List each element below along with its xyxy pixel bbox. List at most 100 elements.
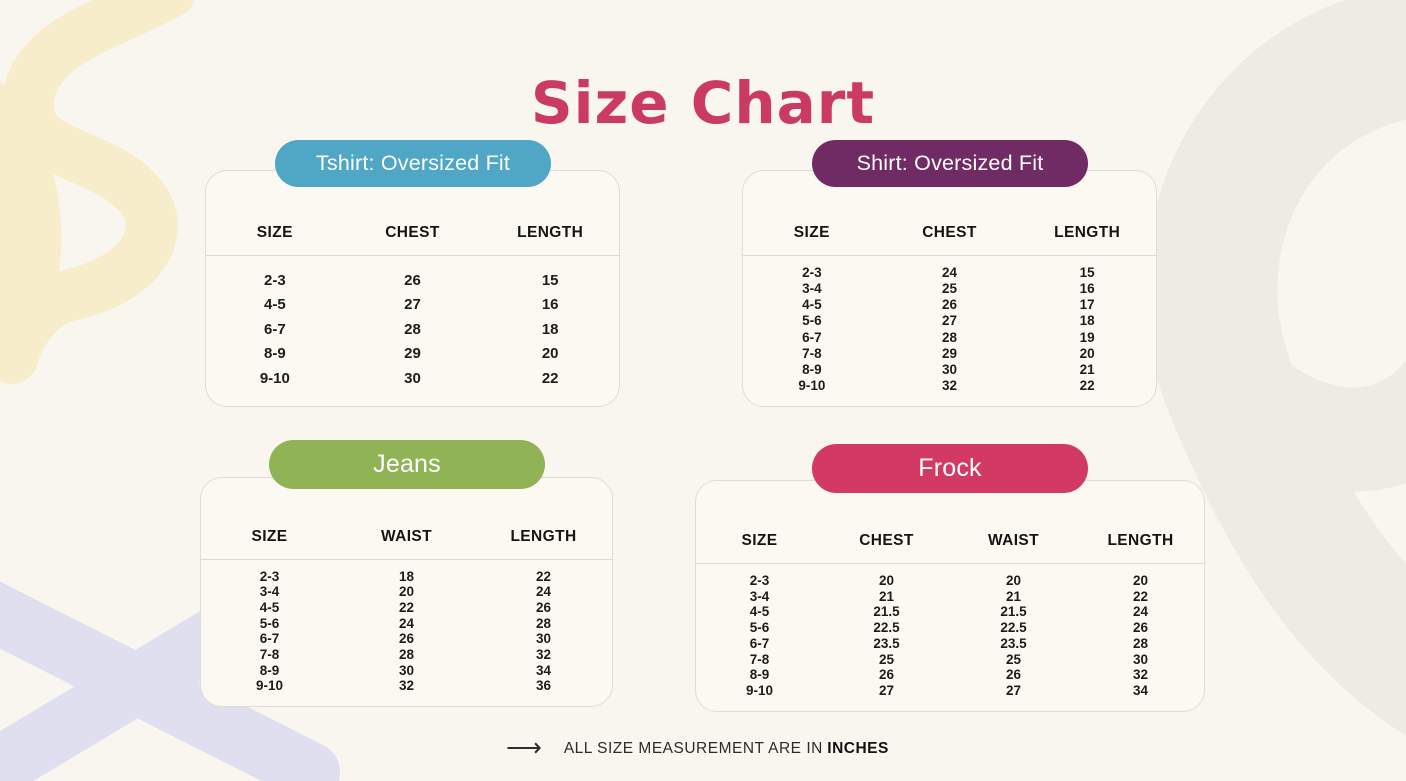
table-cell: 15 (1079, 265, 1095, 281)
yellow-swoosh-icon (0, 0, 195, 384)
table-row: 3-4 21 21 22 (696, 589, 1204, 604)
table-row: 3-4 25 16 (743, 281, 1156, 296)
table-cell: 23.5 (1000, 635, 1027, 651)
table-cell: 6-7 (802, 329, 822, 345)
table-cell: 30 (398, 662, 415, 678)
table-cell: 24 (398, 615, 415, 631)
table-cell: 28 (535, 615, 552, 631)
table-cell: 25 (941, 281, 957, 297)
table-cell: 7-8 (749, 651, 770, 667)
footer-note: ⟶ ALL SIZE MEASUREMENT ARE IN INCHES (506, 736, 889, 761)
table-row: 8-9 26 26 32 (696, 667, 1204, 682)
table-cell: 24 (535, 584, 552, 600)
column-header: WAIST (987, 532, 1040, 549)
table-cell: 28 (1132, 635, 1149, 651)
table-cell: 20 (541, 345, 559, 362)
table-row: 6-7 26 30 (201, 631, 612, 646)
table-row: 2-3 24 15 (743, 265, 1156, 280)
table-cell: 5-6 (749, 620, 770, 636)
table-row: 5-6 27 18 (743, 313, 1156, 328)
table-cell: 25 (1005, 651, 1022, 667)
table-row: 8-9 30 21 (743, 362, 1156, 377)
table-cell: 21.5 (873, 604, 900, 620)
table-row: 8-9 29 20 (206, 345, 619, 362)
table-cell: 6-7 (749, 635, 770, 651)
table-cell: 28 (398, 646, 415, 662)
column-header: SIZE (793, 224, 830, 241)
table-cell: 28 (404, 320, 421, 338)
table-cell: 23.5 (873, 635, 900, 651)
shirt-table-header-row: SIZE CHEST LENGTH (743, 171, 1156, 256)
jeans-table-card: SIZE WAIST LENGTH 2-3 18 22 3-4 20 24 4-5 22 26 5-6… (200, 477, 613, 707)
frock-table-title-pill: Frock (812, 444, 1088, 493)
table-cell: 9-10 (745, 683, 774, 699)
table-cell: 34 (1132, 683, 1149, 699)
footer-note-label: ALL SIZE MEASUREMENT ARE IN (563, 739, 823, 757)
table-cell: 4-5 (263, 296, 286, 313)
table-cell: 27 (878, 683, 895, 699)
tshirt-table-card: SIZE CHEST LENGTH 2-3 26 15 4-5 27 16 6-7 28 18 8-9… (205, 170, 620, 407)
table-cell: 32 (941, 377, 957, 393)
table-cell: 21 (878, 588, 895, 604)
table-row: 5-6 22.5 22.5 26 (696, 620, 1204, 635)
table-cell: 2-3 (259, 568, 280, 584)
shirt-table-card: SIZE CHEST LENGTH 2-3 24 15 3-4 25 16 4-5 26 17 5-6… (742, 170, 1157, 407)
table-row: 6-7 23.5 23.5 28 (696, 636, 1204, 651)
table-cell: 6-7 (263, 320, 286, 338)
long-right-arrow-icon: ⟶ (506, 734, 542, 762)
table-cell: 29 (941, 345, 957, 361)
table-cell: 22.5 (873, 620, 900, 636)
table-cell: 8-9 (263, 345, 286, 362)
table-cell: 15 (541, 271, 559, 289)
table-row: 6-7 28 19 (743, 330, 1156, 345)
table-row: 4-5 22 26 (201, 600, 612, 615)
table-row: 9-10 32 22 (743, 378, 1156, 393)
table-cell: 32 (398, 678, 415, 694)
table-cell: 19 (1079, 329, 1095, 345)
table-cell: 21.5 (1000, 604, 1027, 620)
table-cell: 28 (941, 329, 957, 345)
table-cell: 9-10 (798, 377, 826, 393)
table-cell: 2-3 (263, 271, 286, 289)
table-cell: 22 (535, 568, 552, 584)
table-cell: 21 (1079, 361, 1095, 377)
table-cell: 26 (878, 667, 895, 683)
table-cell: 4-5 (259, 599, 280, 615)
table-row: 4-5 27 16 (206, 296, 619, 313)
table-row: 2-3 18 22 (201, 569, 612, 584)
table-cell: 9-10 (259, 369, 290, 387)
table-cell: 18 (541, 320, 559, 338)
table-cell: 3-4 (749, 588, 770, 604)
table-cell: 4-5 (802, 297, 822, 313)
table-cell: 4-5 (749, 604, 770, 620)
tshirt-table-header-row: SIZE CHEST LENGTH (206, 171, 619, 256)
table-row: 7-8 25 25 30 (696, 652, 1204, 667)
table-cell: 5-6 (802, 313, 822, 329)
column-header: SIZE (251, 528, 288, 545)
table-cell: 17 (1079, 297, 1095, 313)
table-cell: 26 (941, 297, 957, 313)
table-cell: 18 (1079, 313, 1095, 329)
table-cell: 8-9 (749, 667, 770, 683)
table-cell: 8-9 (259, 662, 280, 678)
table-cell: 20 (1005, 572, 1022, 588)
gray-heart-hook-icon (1193, 343, 1406, 492)
table-cell: 30 (404, 369, 421, 387)
table-row: 4-5 26 17 (743, 297, 1156, 312)
table-row: 7-8 29 20 (743, 346, 1156, 361)
table-cell: 34 (535, 662, 552, 678)
tshirt-table-body: 2-3 26 15 4-5 27 16 6-7 28 18 8-9 29 20 9-10 30 22 (206, 256, 619, 406)
jeans-table-title-pill: Jeans (269, 440, 545, 489)
table-cell: 2-3 (749, 572, 770, 588)
table-cell: 32 (535, 646, 552, 662)
footer-note-text: ALL SIZE MEASUREMENT ARE IN INCHES (564, 740, 889, 758)
table-cell: 22 (1132, 588, 1149, 604)
column-header: CHEST (859, 532, 914, 549)
table-row: 3-4 20 24 (201, 584, 612, 599)
table-cell: 25 (878, 651, 895, 667)
table-row: 9-10 32 36 (201, 678, 612, 693)
table-cell: 16 (541, 296, 559, 313)
table-cell: 30 (1132, 651, 1149, 667)
table-cell: 22.5 (1000, 620, 1027, 636)
